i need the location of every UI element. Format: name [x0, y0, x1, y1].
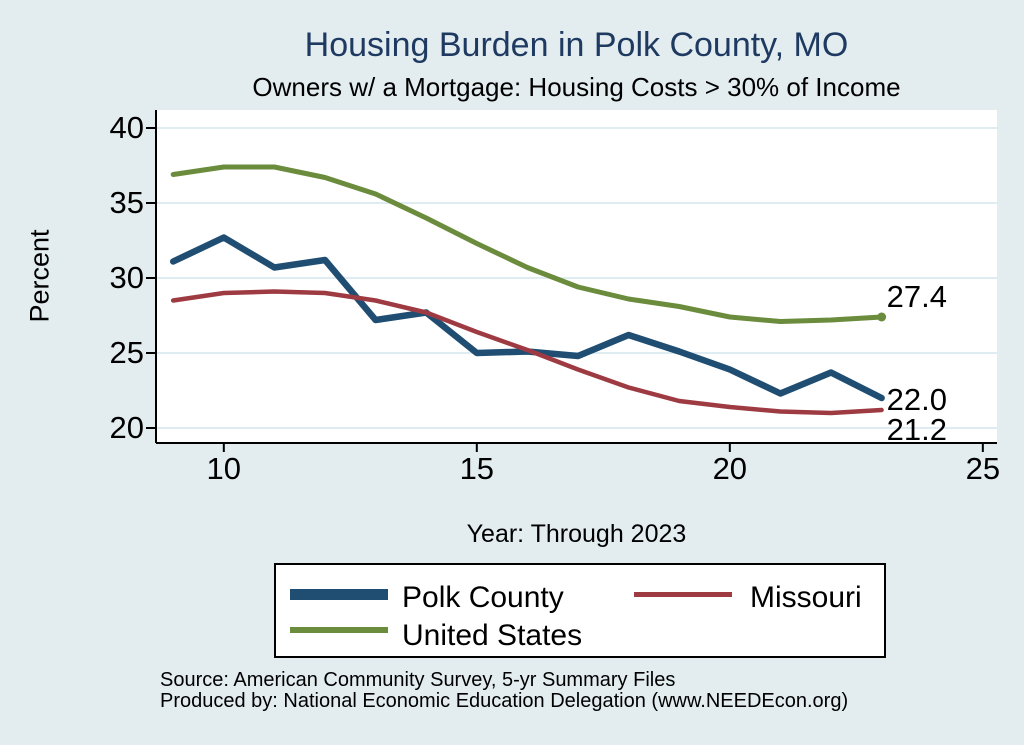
legend-label-polk-county: Polk County: [402, 581, 564, 614]
legend-label-united-states: United States: [402, 619, 583, 652]
end-value-label: 22.0: [886, 382, 947, 417]
x-tick-label: 20: [712, 451, 748, 486]
end-value-label: 21.2: [886, 412, 947, 447]
y-tick-label: 35: [109, 185, 144, 220]
y-tick-label: 25: [109, 335, 144, 370]
footer-produced-by-line: Produced by: National Economic Education…: [160, 690, 849, 712]
end-value-label: 27.4: [886, 279, 947, 314]
chart-title: Housing Burden in Polk County, MO: [304, 26, 849, 64]
legend-label-missouri: Missouri: [750, 581, 862, 614]
footer-source-line: Source: American Community Survey, 5-yr …: [160, 669, 676, 691]
chart-subtitle: Owners w/ a Mortgage: Housing Costs > 30…: [252, 72, 901, 102]
y-tick-label: 30: [109, 260, 144, 295]
y-tick-label: 40: [109, 110, 144, 145]
legend: Polk County Missouri United States: [274, 563, 886, 658]
x-tick-label: 25: [965, 451, 1001, 486]
end-marker-dot: [877, 312, 887, 322]
legend-swatch-polk-county: [290, 589, 388, 600]
line-united-states: [170, 164, 885, 324]
legend-swatch-missouri: [634, 592, 732, 597]
x-axis-title: Year: Through 2023: [466, 520, 687, 548]
y-tick-label: 20: [109, 410, 144, 445]
legend-swatch-united-states: [290, 627, 388, 633]
line-missouri: [170, 289, 884, 416]
x-tick-label: 10: [206, 451, 242, 486]
x-tick-label: 15: [459, 451, 495, 486]
